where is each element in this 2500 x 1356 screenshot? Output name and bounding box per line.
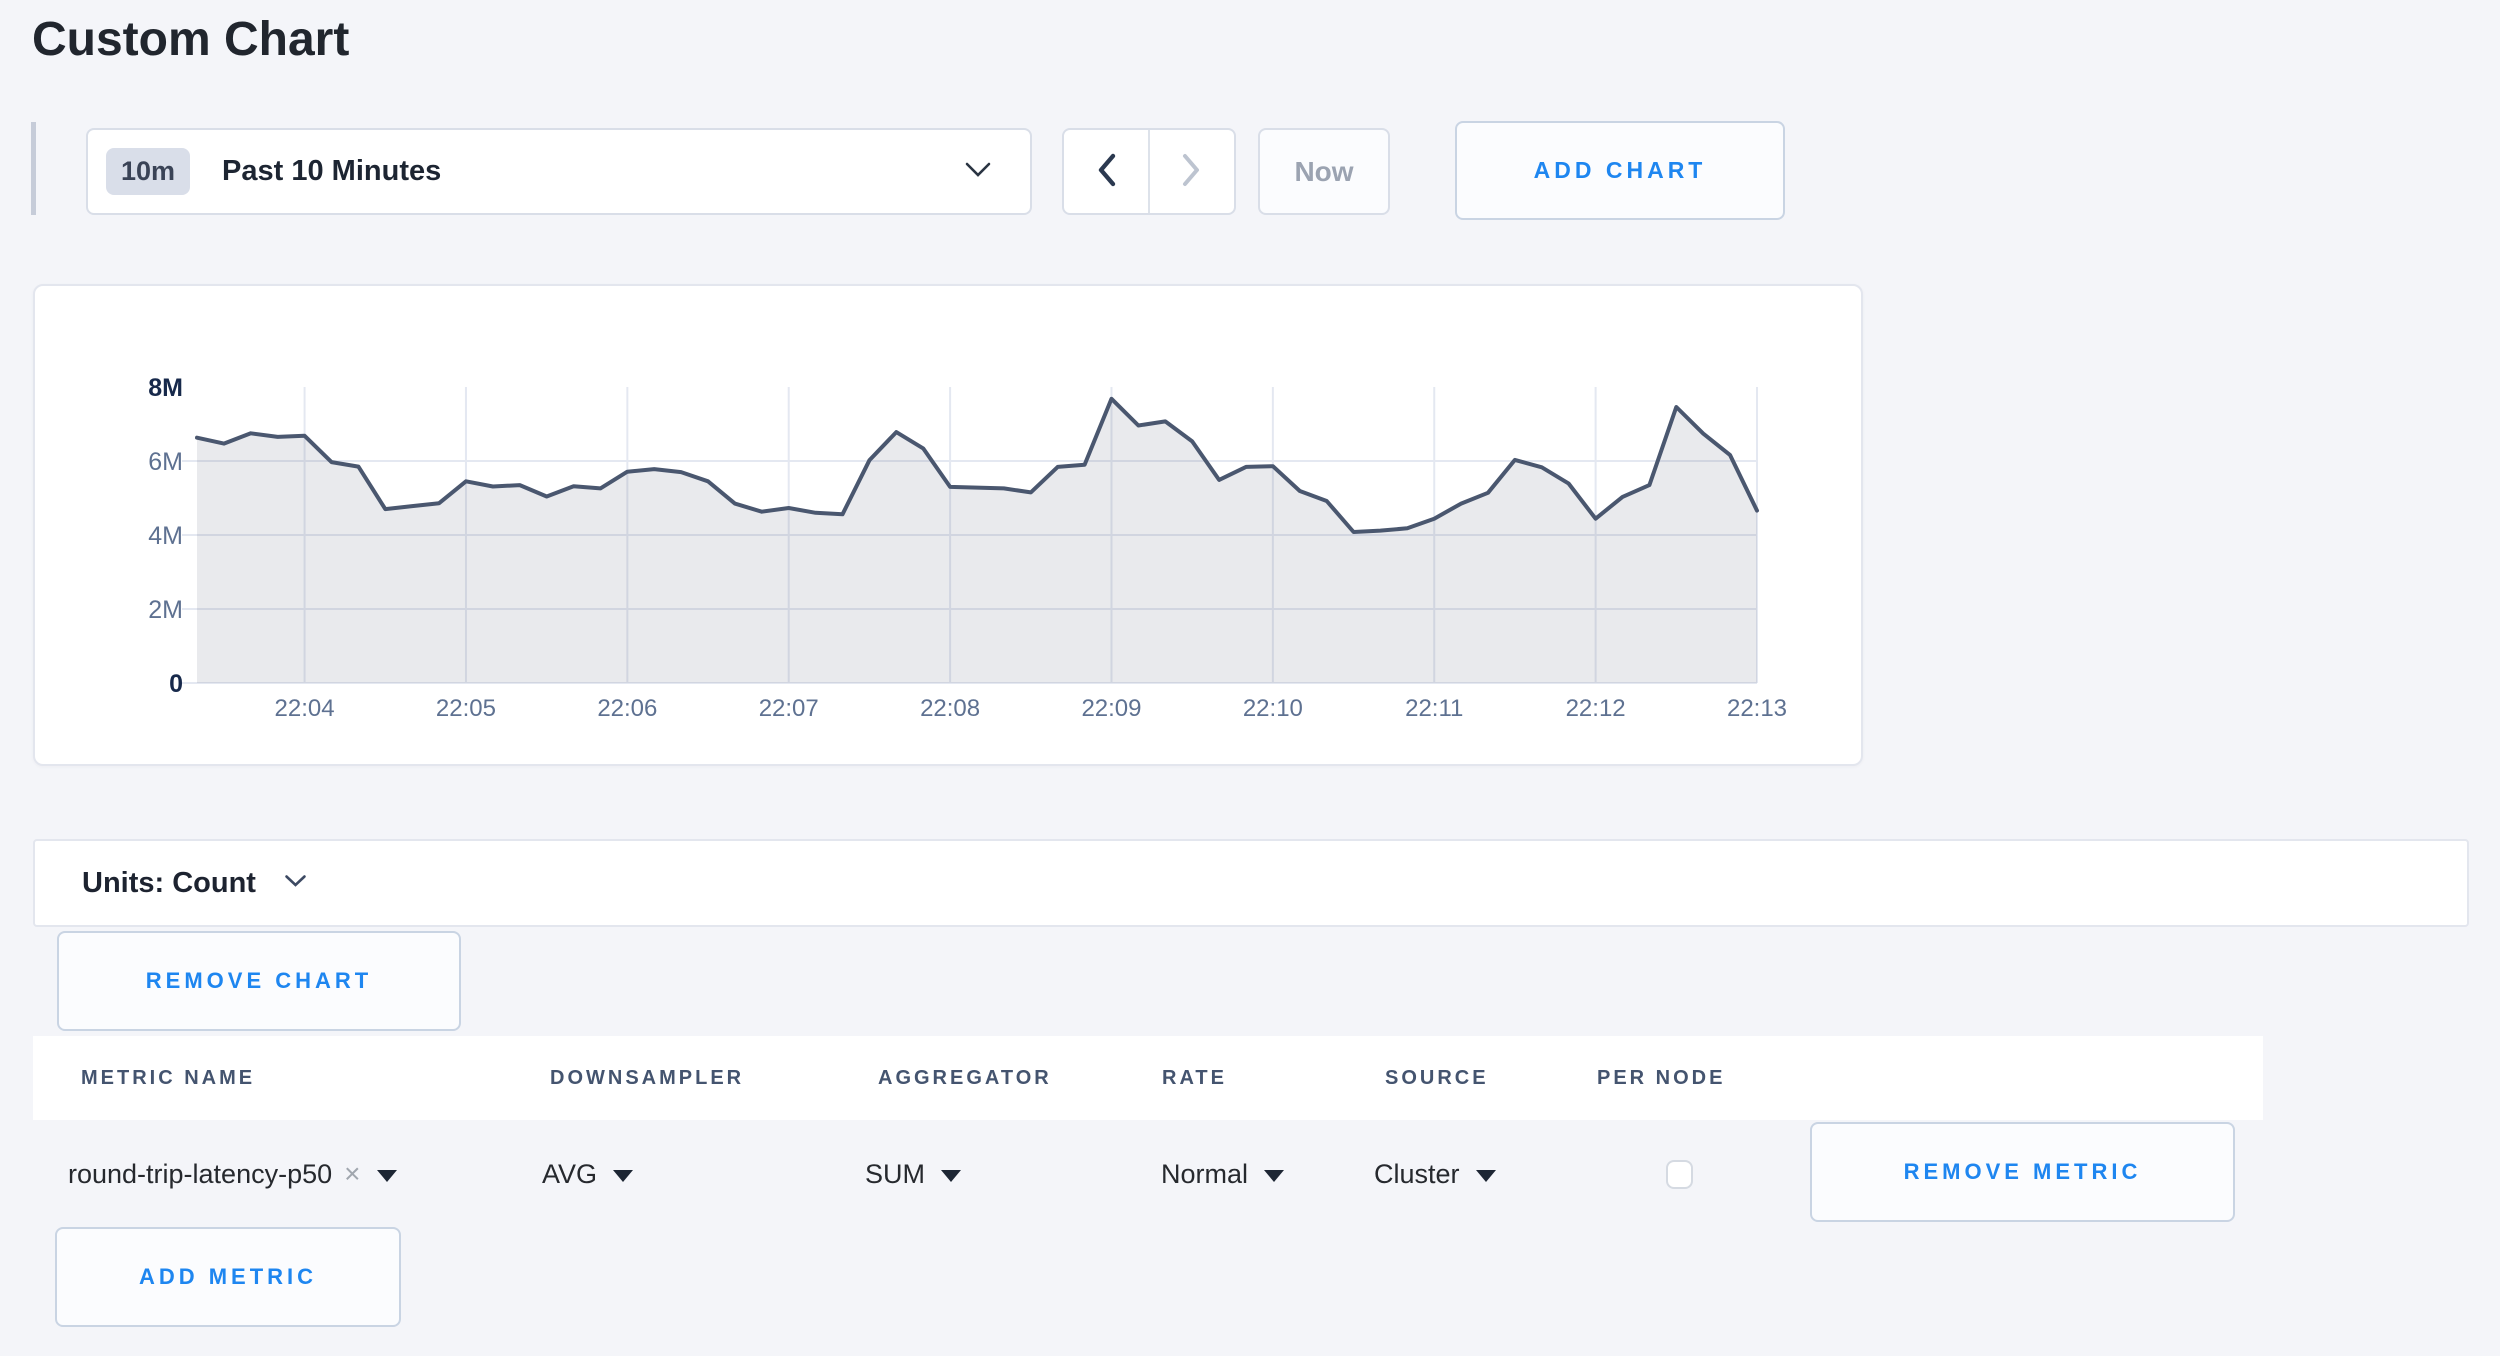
svg-text:22:06: 22:06 (597, 695, 657, 722)
svg-text:22:04: 22:04 (275, 695, 335, 722)
svg-text:22:08: 22:08 (920, 695, 980, 722)
svg-text:0: 0 (169, 670, 183, 698)
column-header-rate: RATE (1162, 1066, 1227, 1089)
svg-text:8M: 8M (148, 374, 183, 402)
svg-text:2M: 2M (148, 596, 183, 624)
svg-text:6M: 6M (148, 448, 183, 476)
per-node-cell (1666, 1120, 1693, 1228)
column-header-metric-name: METRIC NAME (81, 1066, 256, 1089)
caret-down-icon (376, 1170, 397, 1182)
svg-text:4M: 4M (148, 522, 183, 550)
downsampler-value: AVG (542, 1158, 598, 1189)
clear-metric-icon[interactable]: × (344, 1158, 361, 1189)
svg-text:22:13: 22:13 (1727, 695, 1787, 722)
prev-window-button[interactable] (1064, 130, 1148, 213)
svg-text:22:11: 22:11 (1405, 695, 1463, 722)
time-range-dropdown[interactable]: 10m Past 10 Minutes (86, 128, 1032, 215)
column-header-per-node: PER NODE (1597, 1066, 1726, 1089)
add-chart-button[interactable]: ADD CHART (1455, 121, 1785, 220)
remove-metric-button[interactable]: REMOVE METRIC (1810, 1122, 2235, 1222)
chart-panel: 0 2M 4M 6M 8M 22:04 22:05 22:06 22:07 22:08 22:09 2… (33, 284, 1863, 766)
column-header-source: SOURCE (1385, 1066, 1489, 1089)
units-dropdown[interactable]: Units: Count (33, 839, 2469, 927)
section-accent-bar (31, 122, 36, 215)
aggregator-select[interactable]: SUM (865, 1120, 961, 1228)
time-range-badge: 10m (106, 148, 191, 195)
metric-name-value: round-trip-latency-p50 (68, 1158, 333, 1189)
source-value: Cluster (1374, 1158, 1460, 1189)
aggregator-value: SUM (865, 1158, 925, 1189)
column-header-downsampler: DOWNSAMPLER (550, 1066, 745, 1089)
svg-text:22:12: 22:12 (1566, 695, 1626, 722)
next-window-button[interactable] (1148, 130, 1234, 213)
svg-text:22:07: 22:07 (759, 695, 819, 722)
caret-down-icon (1264, 1170, 1285, 1182)
source-select[interactable]: Cluster (1374, 1120, 1496, 1228)
chevron-down-icon (284, 874, 307, 893)
caret-down-icon (941, 1170, 961, 1182)
time-window-nav (1062, 128, 1236, 215)
units-label: Units: Count (82, 866, 256, 899)
rate-value: Normal (1161, 1158, 1249, 1189)
caret-down-icon (1475, 1170, 1496, 1182)
column-header-aggregator: AGGREGATOR (878, 1066, 1052, 1089)
svg-text:22:09: 22:09 (1081, 695, 1141, 722)
per-node-checkbox[interactable] (1666, 1159, 1693, 1189)
rate-select[interactable]: Normal (1161, 1120, 1285, 1228)
caret-down-icon (613, 1170, 634, 1182)
now-button[interactable]: Now (1258, 128, 1390, 215)
page-title: Custom Chart (32, 13, 350, 66)
chevron-left-icon (1094, 152, 1118, 191)
svg-text:22:05: 22:05 (436, 695, 496, 722)
metric-name-select[interactable]: round-trip-latency-p50 × (68, 1120, 397, 1228)
chevron-down-icon (964, 161, 992, 183)
metrics-table-header: METRIC NAME DOWNSAMPLER AGGREGATOR RATE … (33, 1036, 2263, 1120)
add-metric-button[interactable]: ADD METRIC (55, 1227, 401, 1327)
svg-text:22:10: 22:10 (1243, 695, 1303, 722)
timeseries-chart: 0 2M 4M 6M 8M 22:04 22:05 22:06 22:07 22:08 22:09 2… (148, 374, 1787, 722)
remove-chart-button[interactable]: REMOVE CHART (57, 931, 461, 1031)
downsampler-select[interactable]: AVG (542, 1120, 634, 1228)
time-range-label: Past 10 Minutes (222, 155, 442, 187)
chevron-right-icon (1180, 152, 1204, 191)
metric-row: round-trip-latency-p50 × AVG SUM Normal … (33, 1120, 2263, 1228)
